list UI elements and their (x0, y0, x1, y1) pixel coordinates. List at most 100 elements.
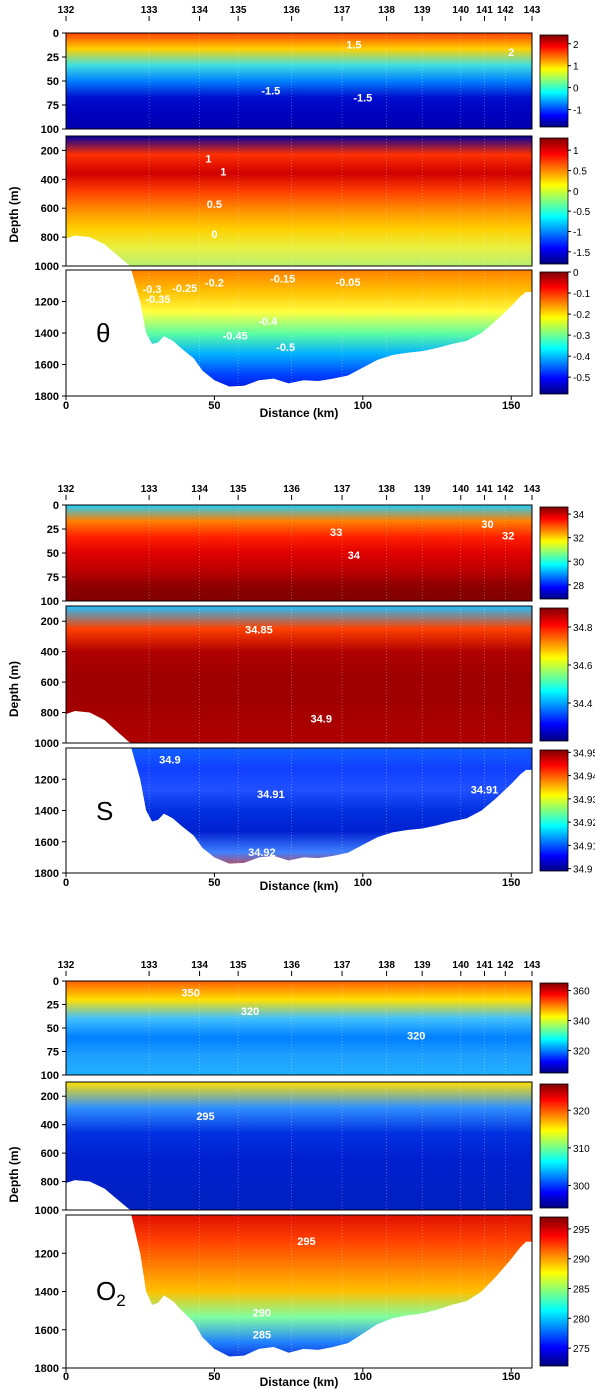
colorbar-tick-label: 34.8 (573, 623, 593, 634)
x-tick-label: 100 (354, 1371, 372, 1383)
contour-label: -0.05 (335, 277, 360, 289)
contour-label: 30 (481, 519, 493, 531)
y-tick-label: 0 (53, 976, 59, 988)
colorbar-tick-label: -0.1 (573, 289, 591, 300)
contour-label: -0.45 (223, 330, 248, 342)
contour-label: 33 (330, 527, 342, 539)
y-tick-label: 200 (41, 616, 59, 628)
contour-label: 350 (181, 987, 199, 999)
contour-label: 34.9 (159, 755, 180, 767)
x-tick-label: 50 (208, 400, 220, 412)
x-axis-label: Distance (km) (260, 879, 339, 893)
x-axis: 0 50 100 150 Distance (km) (63, 873, 520, 893)
section-field (66, 33, 532, 129)
y-tick-label: 1000 (35, 261, 59, 273)
colorbar-tick-label: -1 (573, 227, 582, 238)
y-tick-label: 800 (41, 1177, 59, 1189)
y-tick-label: 600 (41, 203, 59, 215)
y-tick-label: 800 (41, 708, 59, 720)
colorbar-tick-label: 280 (573, 1314, 590, 1325)
colorbar-tick-label: 34.91 (573, 841, 595, 852)
station-label: 142 (497, 484, 514, 495)
y-tick-label: 1400 (35, 1287, 59, 1299)
colorbar-tick-label: 275 (573, 1344, 590, 1355)
y-tick-label: 75 (47, 100, 59, 112)
contour-label: 295 (297, 1236, 315, 1248)
colorbar: 34 32 30 28 (539, 506, 585, 600)
contour-label: -0.3 (143, 284, 162, 296)
station-label: 143 (524, 960, 541, 971)
y-tick-label: 100 (41, 596, 59, 608)
variable-symbol: θ (96, 318, 110, 348)
panel-3: 295 290 285 1200 1400 1600 1800 295 290 285 280 275 (35, 1214, 590, 1375)
y-tick-label: 1000 (35, 738, 59, 750)
y-tick-label: 75 (47, 572, 59, 584)
section-field (66, 136, 532, 266)
station-labels: 132 133 134 135 136 137 138 139 140 141 142 143 (58, 960, 541, 976)
colorbar: 360 340 320 (539, 982, 590, 1074)
colorbar-tick-label: 34.95 (573, 748, 595, 759)
contour-label: 34 (348, 550, 361, 562)
colorbar-tick-label: 28 (573, 581, 585, 592)
y-tick-label: 1200 (35, 297, 59, 309)
station-label: 139 (414, 484, 431, 495)
colorbar-tick-label: 300 (573, 1181, 590, 1192)
contour-label: 34.91 (471, 784, 499, 796)
station-label: 133 (141, 484, 158, 495)
station-label: 143 (524, 5, 541, 16)
x-tick-label: 0 (63, 1371, 69, 1383)
station-labels: 132 133 134 135 136 137 138 139 140 141 142 143 (58, 484, 541, 500)
station-label: 141 (476, 960, 493, 971)
colorbar-tick-label: 1 (573, 62, 579, 73)
y-axis-label: Depth (m) (7, 1147, 21, 1203)
y-tick-label: 100 (41, 1070, 59, 1082)
panel-3: 34.9 34.91 34.91 34.92 1200 1400 1600 1800 34.95… (35, 747, 595, 880)
y-tick-label: 1200 (35, 774, 59, 786)
contour-label: 320 (241, 1006, 259, 1018)
colorbar-tick-label: 34.93 (573, 795, 595, 806)
colorbar-tick-label: 0.5 (573, 167, 587, 178)
y-tick-label: 1600 (35, 360, 59, 372)
panel-2: 295 200 400 600 800 1000 320 310 300 (35, 1081, 590, 1217)
colorbar-tick-label: -0.2 (573, 310, 591, 321)
panel-1: 33 30 32 34 0 25 50 75 100 34 32 30 28 (41, 500, 585, 608)
y-tick-label: 50 (47, 1023, 59, 1035)
contour-label: 34.9 (311, 714, 332, 726)
station-label: 137 (334, 5, 351, 16)
station-label: 134 (191, 5, 208, 16)
colorbar-tick-label: 295 (573, 1225, 590, 1236)
colorbar: 0 -0.1 -0.2 -0.3 -0.4 -0.5 (539, 268, 591, 395)
colorbar-tick-label: 34.94 (573, 772, 595, 783)
section-field (66, 981, 532, 1075)
y-tick-label: 0 (53, 28, 59, 40)
chart-1: 132 133 134 135 136 137 138 139 140 141 142 143 1.5 2… (7, 5, 591, 420)
contour-label: -1.5 (353, 92, 372, 104)
contour-label: 1 (220, 166, 226, 178)
x-axis: 0 50 100 150 Distance (km) (63, 1368, 520, 1389)
y-tick-label: 1800 (35, 1363, 59, 1375)
contour-label: 2 (508, 47, 514, 59)
station-labels: 132 133 134 135 136 137 138 139 140 141 142 143 (58, 5, 541, 21)
panel-1: 1.5 2 -1.5 -1.5 0 25 50 75 100 2 1 0 -1 (41, 28, 583, 136)
colorbar-tick-label: -0.3 (573, 331, 591, 342)
y-axis: 1200 1400 1600 1800 (35, 1248, 66, 1375)
y-tick-label: 75 (47, 1047, 59, 1059)
colorbar: 34.8 34.6 34.4 (539, 607, 593, 742)
contour-label: -0.15 (270, 274, 295, 286)
x-axis-label: Distance (km) (260, 406, 339, 420)
contour-label: 1 (205, 153, 211, 165)
colorbar-tick-label: 0 (573, 268, 579, 279)
panel-3: -0.05-0.15-0.2-0.25-0.3-0.35-0.4-0.45-0.… (35, 268, 591, 403)
y-tick-label: 1400 (35, 328, 59, 340)
colorbar: 1 0.5 0 -0.5 -1 -1.5 (539, 137, 591, 265)
station-label: 138 (378, 960, 395, 971)
x-tick-label: 150 (502, 1371, 520, 1383)
y-axis: 0 25 50 75 100 (41, 28, 66, 136)
station-label: 132 (58, 960, 75, 971)
station-label: 136 (283, 5, 300, 16)
y-tick-label: 1600 (35, 837, 59, 849)
colorbar-scale (539, 607, 569, 742)
station-label: 139 (414, 5, 431, 16)
contour-label: -0.4 (258, 316, 278, 328)
